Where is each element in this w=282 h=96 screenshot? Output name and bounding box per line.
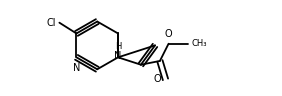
Text: Cl: Cl bbox=[46, 18, 56, 28]
Text: N: N bbox=[73, 63, 80, 74]
Text: O: O bbox=[165, 29, 172, 39]
Text: O: O bbox=[153, 74, 161, 84]
Text: N: N bbox=[114, 51, 122, 61]
Text: H: H bbox=[115, 42, 121, 51]
Text: CH₃: CH₃ bbox=[192, 39, 207, 48]
